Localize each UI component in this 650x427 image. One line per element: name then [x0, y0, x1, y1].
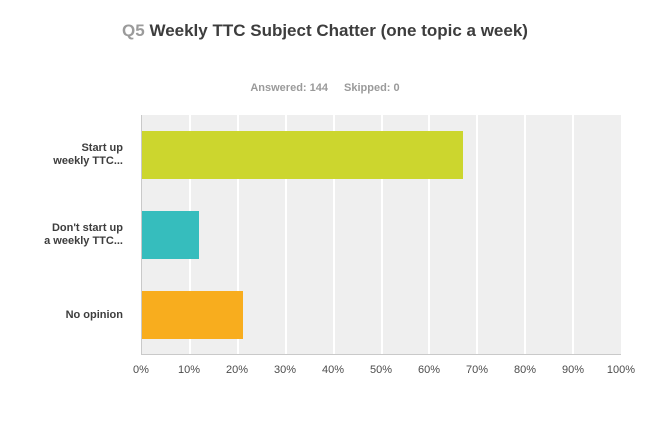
x-tick-label-30: 30% [273, 364, 297, 376]
bar-1 [142, 131, 463, 179]
category-label-line: Don't start up [51, 222, 123, 234]
question-title: Weekly TTC Subject Chatter (one topic a … [149, 21, 528, 40]
category-label-line: weekly TTC... [53, 155, 123, 167]
category-axis: Start up weekly TTC... Don't start up a wee… [0, 115, 132, 355]
x-tick-label-90: 90% [561, 364, 585, 376]
category-label-line: Start up [81, 142, 123, 154]
chart-title-text: Q5 Weekly TTC Subject Chatter (one topic… [122, 19, 528, 42]
answered-label: Answered: [250, 82, 307, 94]
x-tick-label-10: 10% [177, 364, 201, 376]
x-tick-label-100: 100% [606, 364, 636, 376]
x-tick-label-20: 20% [225, 364, 249, 376]
chart-title: Q5 Weekly TTC Subject Chatter (one topic… [0, 19, 650, 42]
x-tick-label-60: 60% [417, 364, 441, 376]
skipped-label: Skipped: [344, 82, 391, 94]
gridline-40 [332, 115, 335, 354]
skipped-stat: Skipped: 0 [344, 82, 400, 94]
bar-2 [142, 211, 200, 259]
answered-value: 144 [309, 82, 329, 94]
category-label-3: No opinion [0, 275, 132, 355]
gridline-30 [284, 115, 287, 354]
gridline-90 [572, 115, 575, 354]
x-tick-label-50: 50% [369, 364, 393, 376]
x-tick-label-0: 0% [133, 364, 149, 376]
category-label-line: a weekly TTC... [44, 235, 123, 247]
category-label-line: No opinion [65, 308, 123, 321]
x-tick-label-40: 40% [321, 364, 345, 376]
x-axis: 0% 10% 20% 30% 40% 50% 60% 70% 80% 90% 100% [133, 364, 635, 380]
category-label-2: Don't start up a weekly TTC... [0, 195, 132, 275]
gridline-70 [476, 115, 479, 354]
gridline-20 [236, 115, 239, 354]
answered-stat: Answered: 144 [250, 82, 328, 94]
x-tick-label-70: 70% [465, 364, 489, 376]
category-label-1: Start up weekly TTC... [0, 115, 132, 195]
x-tick-label-80: 80% [513, 364, 537, 376]
gridline-50 [380, 115, 383, 354]
question-number: Q5 [122, 21, 145, 40]
bar-3 [142, 291, 243, 339]
skipped-value: 0 [393, 82, 400, 94]
plot-area [141, 115, 621, 355]
gridline-60 [428, 115, 431, 354]
chart-subtitle: Answered: 144 Skipped: 0 [0, 82, 650, 94]
gridline-80 [524, 115, 527, 354]
